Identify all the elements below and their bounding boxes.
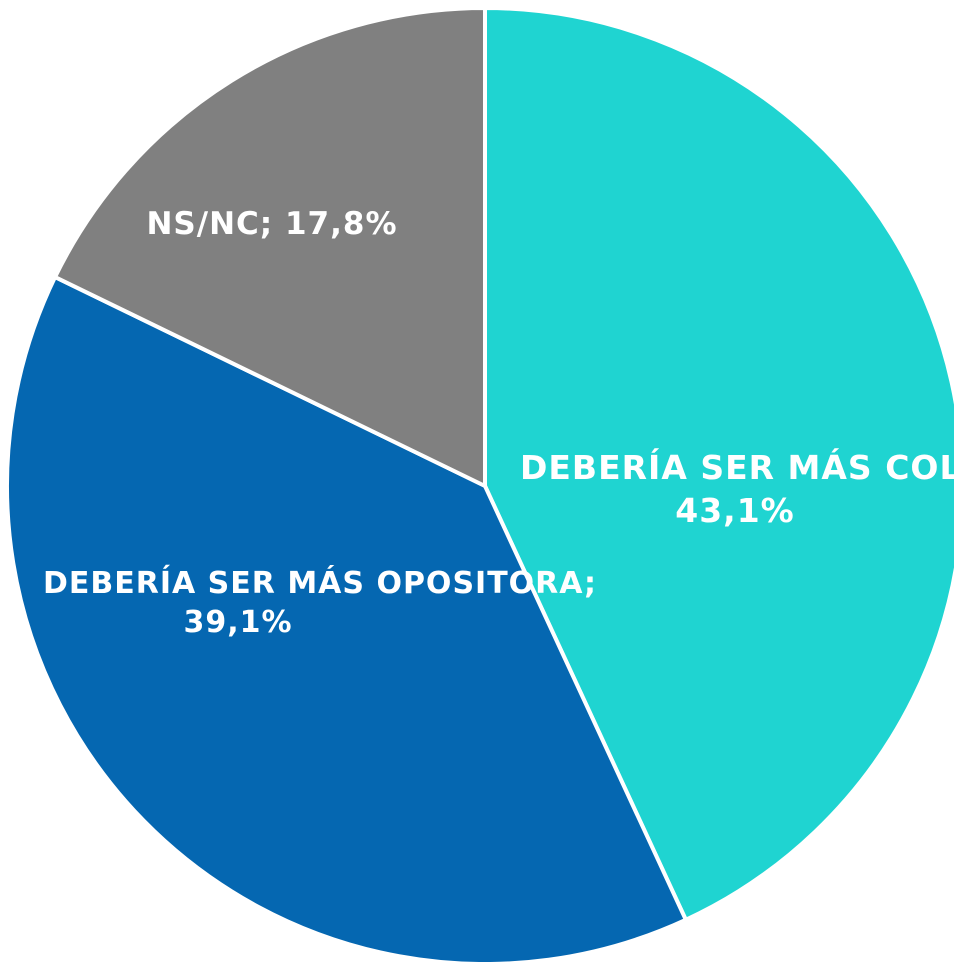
category: NS/NC; bbox=[146, 205, 274, 242]
slice-label: DEBERÍA SER MÁS COLABORATIVA; 43,1% bbox=[520, 447, 954, 533]
slice-label: DEBERÍA SER MÁS OPOSITORA; 39,1% bbox=[43, 564, 596, 642]
slice bbox=[5, 275, 688, 962]
slice bbox=[483, 6, 954, 922]
category: DEBERÍA SER MÁS COLABORATIVA; bbox=[520, 448, 954, 488]
value-label: 17,8% bbox=[284, 205, 398, 242]
slice-label: NS/NC; 17,8% bbox=[102, 204, 442, 244]
category: DEBERÍA SER MÁS OPOSITORA; bbox=[43, 566, 598, 601]
value-label: 43,1% bbox=[675, 491, 795, 530]
value-label: 39,1% bbox=[183, 605, 293, 640]
slice bbox=[53, 6, 487, 488]
